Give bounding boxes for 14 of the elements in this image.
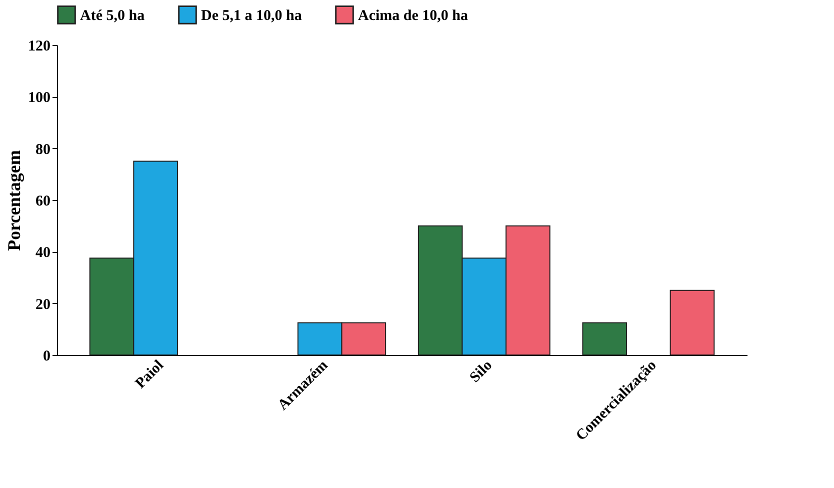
bar (670, 290, 715, 356)
legend-label: Até 5,0 ha (80, 8, 146, 24)
y-tick-label: 80 (36, 142, 50, 158)
bar (582, 322, 628, 356)
y-tick-label: 0 (43, 348, 50, 364)
x-tick-label: Silo (467, 358, 496, 386)
y-tick-label: 120 (28, 38, 50, 54)
y-axis-title: Porcentagem (4, 150, 24, 251)
y-tick-label: 40 (36, 245, 50, 262)
legend-label: De 5,1 a 10,0 ha (201, 8, 302, 24)
y-tick-label: 20 (36, 296, 50, 313)
y-tick-label: 60 (36, 194, 50, 210)
y-tick-label: 100 (28, 90, 50, 106)
legend-label: Acima de 10,0 ha (358, 8, 468, 24)
